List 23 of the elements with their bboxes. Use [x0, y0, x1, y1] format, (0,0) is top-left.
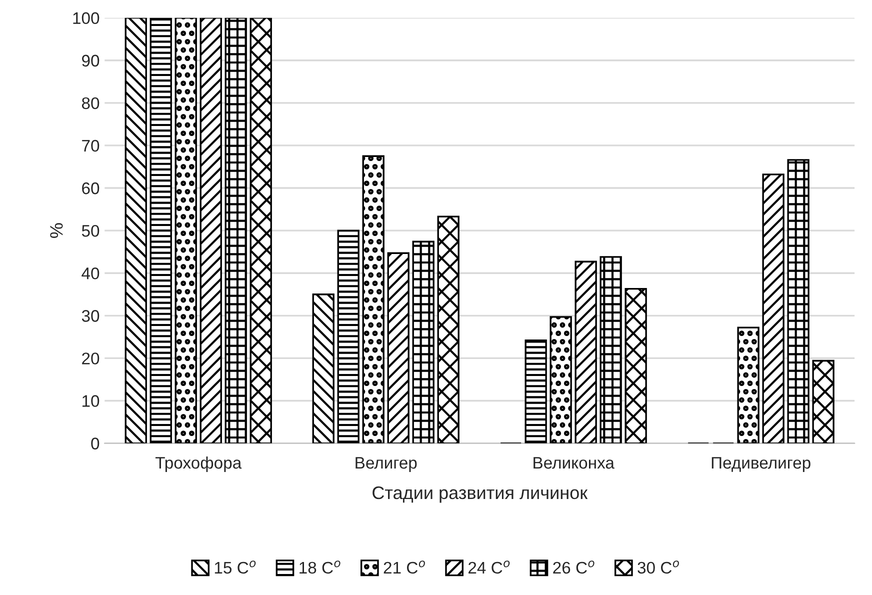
- x-tick-label: Трохофора: [155, 456, 242, 472]
- y-tick-label: 20: [82, 352, 100, 364]
- x-axis-title: Стадии развития личинок: [372, 486, 588, 503]
- legend-label: 18 C$^{o}$: [300, 560, 340, 574]
- y-tick-label: 0: [91, 438, 100, 450]
- y-tick-label: 60: [82, 182, 100, 194]
- y-tick-label: 30: [82, 310, 100, 322]
- y-tick-label: 50: [82, 224, 100, 237]
- y-tick-label: 10: [82, 395, 100, 407]
- legend-label: 21 C$^{o}$: [384, 560, 425, 574]
- legend-label: 30 C$^{o}$: [638, 560, 679, 574]
- legend-label: 15 C$^{o}$: [214, 560, 256, 574]
- y-tick-label: 40: [82, 268, 100, 280]
- x-tick-label: Педивелигер: [712, 457, 810, 472]
- y-axis-title: %: [50, 223, 63, 238]
- y-tick-label: 80: [82, 97, 100, 110]
- legend-label: 26 C$^{o}$: [553, 560, 594, 574]
- x-tick-label: Велигер: [356, 457, 417, 472]
- legend-label: 24 C$^{o}$: [468, 560, 510, 574]
- y-tick-label: 70: [82, 140, 100, 152]
- y-tick-label: 100: [73, 12, 100, 24]
- y-tick-label: 90: [82, 54, 100, 67]
- x-tick-label: Великонха: [534, 457, 614, 469]
